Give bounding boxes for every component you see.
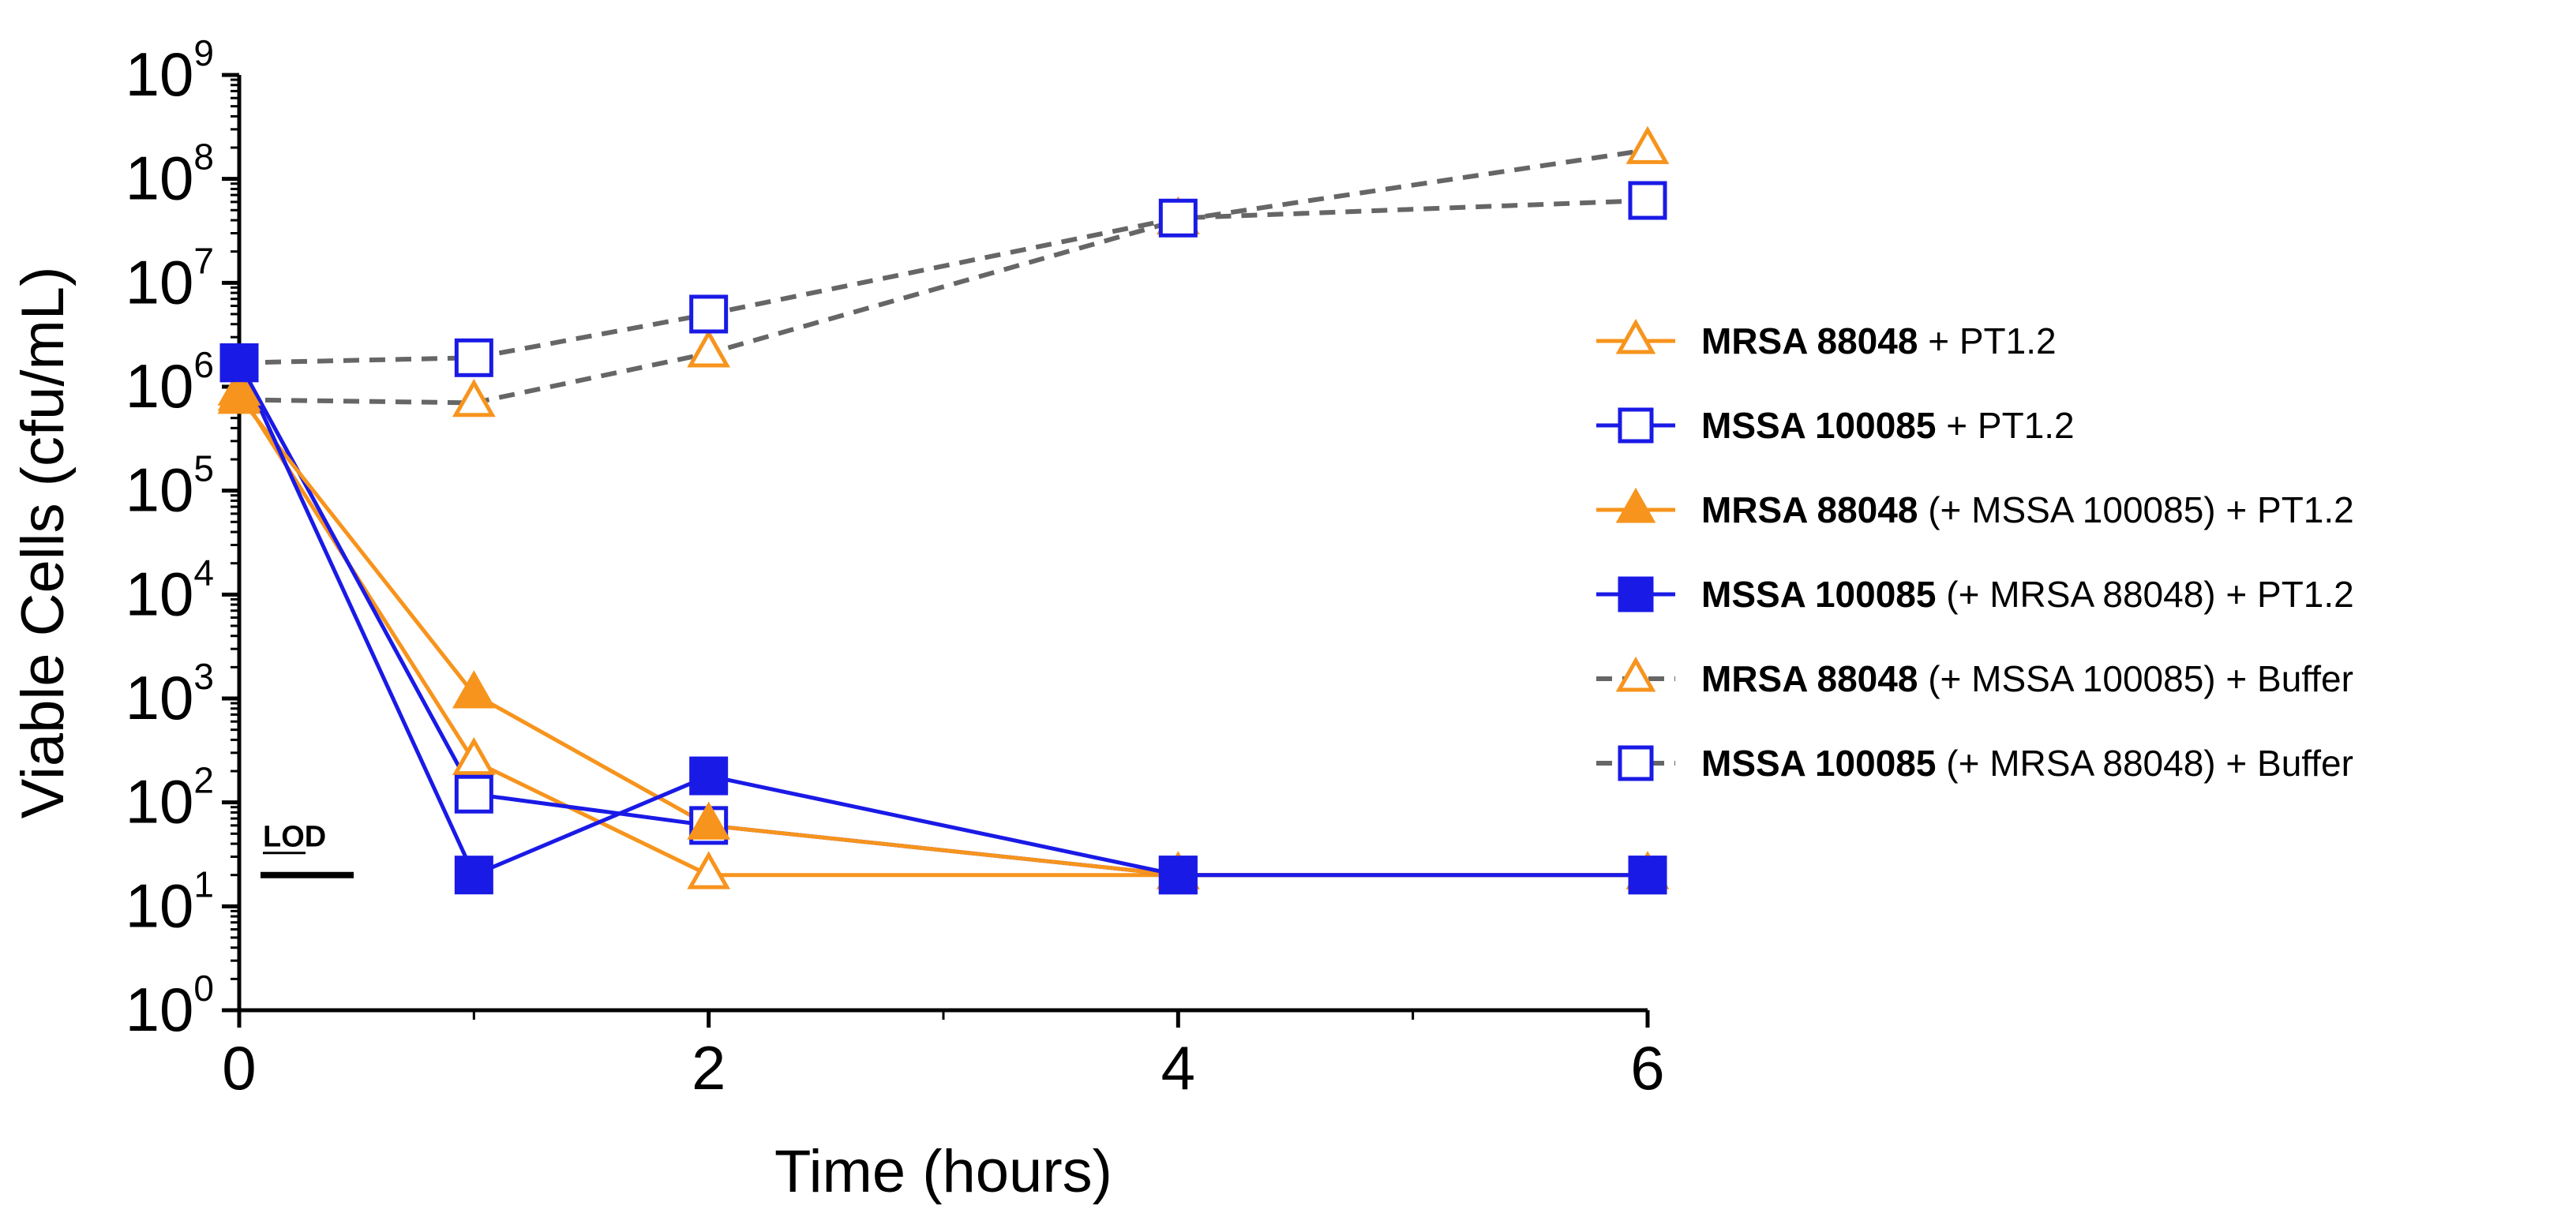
legend-label: MRSA 88048 (+ MSSA 100085) + Buffer bbox=[1701, 658, 2353, 699]
legend-label-strain: MSSA 100085 bbox=[1701, 405, 1936, 446]
y-tick-label: 106 bbox=[126, 344, 214, 421]
legend-label-detail: (+ MSSA 100085) + Buffer bbox=[1918, 658, 2353, 699]
legend-item-5: MRSA 88048 (+ MSSA 100085) + Buffer bbox=[1596, 656, 2353, 699]
series-path bbox=[237, 390, 1648, 878]
legend-label-strain: MSSA 100085 bbox=[1701, 743, 1936, 784]
axes: 100 101 102 103 104 105 106 107 108 109 0 2 4 6 bbox=[126, 32, 1665, 1103]
legend-label-strain: MRSA 88048 bbox=[1701, 658, 1918, 699]
legend-marker bbox=[1618, 407, 1654, 444]
data-point bbox=[1625, 125, 1670, 164]
x-axis-title: Time (hours) bbox=[774, 1138, 1112, 1205]
legend-label: MRSA 88048 + PT1.2 bbox=[1701, 320, 2057, 361]
series-path bbox=[238, 395, 1648, 878]
y-tick-label: 108 bbox=[126, 137, 214, 213]
data-point bbox=[1628, 856, 1667, 895]
x-tick-label: 2 bbox=[692, 1033, 726, 1103]
legend-marker bbox=[1615, 318, 1656, 354]
legend-item-4: MSSA 100085 (+ MRSA 88048) + PT1.2 bbox=[1596, 574, 2354, 615]
data-point bbox=[454, 774, 493, 814]
data-point bbox=[452, 670, 496, 709]
y-tick-label: 101 bbox=[126, 863, 214, 940]
legend-label-strain: MSSA 100085 bbox=[1701, 574, 1936, 615]
legend-label-detail: + PT1.2 bbox=[1918, 320, 2056, 361]
legend-label-strain: MRSA 88048 bbox=[1701, 320, 1918, 361]
series-markers-2 bbox=[219, 343, 1667, 895]
legend-marker bbox=[1615, 487, 1656, 523]
data-point bbox=[454, 338, 493, 377]
lod-group: LOD bbox=[261, 821, 354, 878]
data-point bbox=[219, 343, 259, 383]
data-point bbox=[1628, 181, 1667, 220]
y-tick-label: 109 bbox=[126, 32, 214, 109]
series-line-5 bbox=[238, 148, 1648, 406]
y-tick-label: 104 bbox=[126, 552, 214, 628]
legend-item-1: MRSA 88048 + PT1.2 bbox=[1596, 318, 2057, 361]
series-layer bbox=[217, 125, 1670, 895]
series-line-4 bbox=[237, 361, 1648, 878]
legend-label-detail: (+ MSSA 100085) + PT1.2 bbox=[1918, 489, 2353, 530]
series-line-3 bbox=[238, 395, 1648, 878]
lod-label: LOD bbox=[263, 821, 326, 854]
series-markers-1 bbox=[217, 367, 1670, 889]
data-point bbox=[217, 373, 261, 411]
legend-item-6: MSSA 100085 (+ MRSA 88048) + Buffer bbox=[1596, 743, 2353, 784]
legend-marker bbox=[1618, 745, 1654, 781]
legend-label: MRSA 88048 (+ MSSA 100085) + PT1.2 bbox=[1701, 489, 2354, 530]
legend-label-detail: + PT1.2 bbox=[1936, 405, 2074, 446]
data-point bbox=[454, 856, 493, 895]
series-path bbox=[237, 361, 1648, 878]
y-tick-label: 103 bbox=[126, 656, 214, 732]
series-markers-5 bbox=[217, 125, 1670, 418]
x-tick-label: 4 bbox=[1161, 1033, 1195, 1103]
legend-label-detail: (+ MRSA 88048) + Buffer bbox=[1936, 743, 2353, 784]
legend-label: MSSA 100085 (+ MRSA 88048) + PT1.2 bbox=[1701, 574, 2354, 615]
legend-marker bbox=[1615, 656, 1656, 692]
legend-item-2: MSSA 100085 + PT1.2 bbox=[1596, 405, 2075, 446]
y-tick-label: 102 bbox=[126, 760, 214, 837]
data-point bbox=[689, 294, 729, 334]
data-point bbox=[687, 329, 731, 368]
y-tick-label: 100 bbox=[126, 968, 214, 1044]
y-tick-label: 105 bbox=[126, 448, 214, 525]
series-path bbox=[238, 148, 1648, 406]
series-line-6 bbox=[238, 198, 1648, 365]
data-point bbox=[687, 851, 731, 889]
data-point bbox=[1158, 856, 1198, 895]
series-path bbox=[238, 198, 1648, 365]
x-tick-label: 0 bbox=[222, 1033, 256, 1103]
legend-item-3: MRSA 88048 (+ MSSA 100085) + PT1.2 bbox=[1596, 487, 2354, 530]
series-line-2 bbox=[237, 361, 1648, 878]
y-tick-label: 107 bbox=[126, 240, 214, 316]
data-point bbox=[452, 736, 496, 776]
series-line-1 bbox=[237, 390, 1648, 878]
legend-label-detail: (+ MRSA 88048) + PT1.2 bbox=[1936, 574, 2353, 615]
series-markers-3 bbox=[217, 373, 1670, 889]
data-point bbox=[689, 756, 729, 796]
y-axis-title: Viable Cells (cfu/mL) bbox=[9, 267, 77, 819]
legend-label: MSSA 100085 + PT1.2 bbox=[1701, 405, 2075, 446]
legend-label: MSSA 100085 (+ MRSA 88048) + Buffer bbox=[1701, 743, 2353, 784]
series-markers-6 bbox=[219, 181, 1667, 383]
legend-marker bbox=[1618, 576, 1654, 612]
series-markers-4 bbox=[219, 343, 1667, 895]
data-point bbox=[687, 801, 731, 840]
data-point bbox=[1158, 198, 1198, 238]
data-point bbox=[452, 379, 496, 418]
x-tick-label: 6 bbox=[1630, 1033, 1664, 1103]
legend-label-strain: MRSA 88048 bbox=[1701, 489, 1918, 530]
series-path bbox=[237, 361, 1648, 878]
